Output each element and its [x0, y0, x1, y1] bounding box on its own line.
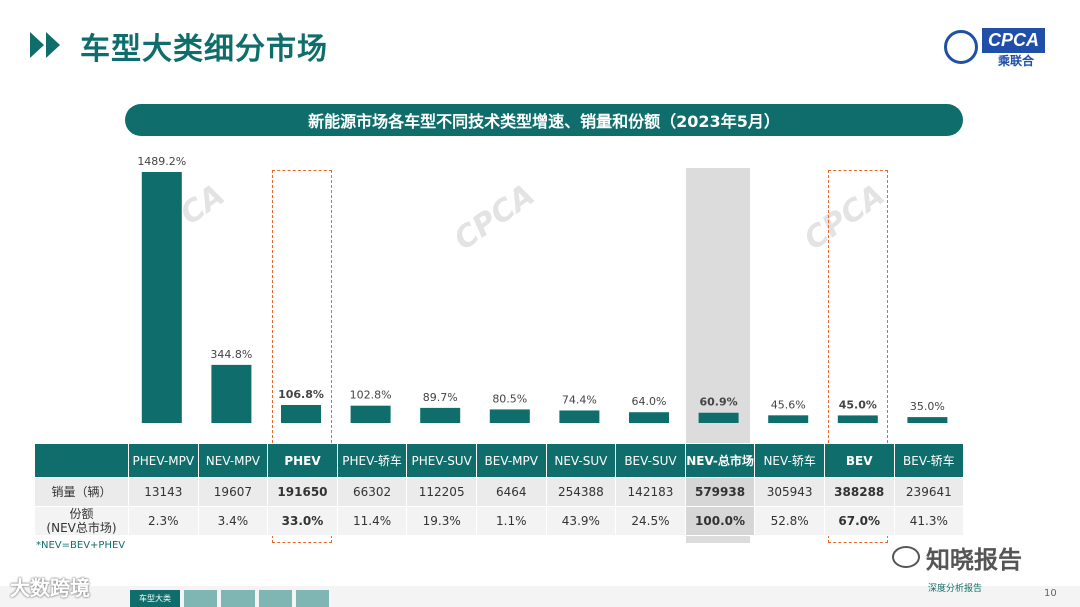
sales-cell-2: 191650	[267, 477, 338, 507]
bar-7	[629, 412, 669, 423]
chart-title-banner: 新能源市场各车型不同技术类型增速、销量和份额（2023年5月）	[125, 104, 963, 136]
data-label-0: 1489.2%	[137, 155, 186, 168]
share-cell-1: 3.4%	[197, 506, 269, 536]
data-label-1: 344.8%	[210, 348, 252, 361]
table-row-sales: 销量（辆） 13143 19607 191650 66302 112205 6464 254…	[34, 477, 965, 507]
column-header-6: NEV-SUV	[545, 443, 617, 478]
bottom-tab-0[interactable]: 车型大类	[130, 590, 180, 607]
share-cell-10: 67.0%	[823, 506, 895, 536]
share-cell-9: 52.8%	[754, 506, 825, 536]
bar-0	[141, 172, 182, 423]
data-label-8: 60.9%	[700, 396, 738, 409]
data-label-10: 45.0%	[839, 398, 877, 411]
sales-cell-1: 19607	[197, 477, 269, 507]
column-header-9: NEV-轿车	[754, 443, 825, 478]
sales-cell-10: 388288	[823, 477, 895, 507]
column-header-4: PHEV-SUV	[406, 443, 477, 478]
bar-10	[837, 415, 878, 423]
page-title: 车型大类细分市场	[80, 32, 328, 67]
slogan: 深度分析报告	[928, 584, 983, 594]
data-table: PHEV-MPV NEV-MPV PHEV PHEV-轿车 PHEV-SUV BEV-MP…	[34, 443, 965, 536]
bar-2	[281, 404, 321, 423]
bottom-tabs: 车型大类	[130, 590, 333, 607]
corner-watermark: 大数跨境	[10, 576, 90, 600]
row-label-sales: 销量（辆）	[34, 477, 129, 507]
table-corner-cell	[34, 443, 129, 478]
sales-cell-9: 305943	[754, 477, 825, 507]
bottom-tab-1[interactable]	[184, 590, 218, 607]
sales-cell-11: 239641	[893, 477, 965, 507]
sales-cell-6: 254388	[545, 477, 617, 507]
bev-highlight-box	[828, 170, 888, 543]
table-row-share: 份额 (NEV总市场) 2.3% 3.4% 33.0% 11.4% 19.3% 1.1% 4…	[34, 506, 965, 536]
bar-4	[420, 407, 461, 423]
bar-3	[350, 405, 391, 423]
share-cell-5: 1.1%	[475, 506, 547, 536]
growth-bar-chart: 1489.2% 344.8% 106.8% 102.8% 89.7% 80.5% 74.4%…	[137, 155, 948, 423]
share-cell-0: 2.3%	[128, 506, 199, 536]
column-header-5: BEV-MPV	[475, 443, 547, 478]
bar-5	[489, 409, 530, 423]
column-header-8: NEV-总市场	[684, 443, 756, 478]
column-header-1: NEV-MPV	[197, 443, 269, 478]
sales-cell-8: 579938	[684, 477, 756, 507]
bottom-tab-2[interactable]	[221, 590, 255, 607]
bar-11	[907, 417, 948, 423]
sales-cell-7: 142183	[615, 477, 686, 507]
cpca-logo-subtitle: 乘联合	[998, 54, 1035, 68]
sales-cell-4: 112205	[406, 477, 477, 507]
bar-9	[768, 415, 809, 423]
cpca-logo-icon	[944, 30, 978, 64]
share-cell-8: 100.0%	[684, 506, 756, 536]
data-label-9: 45.6%	[771, 398, 806, 411]
column-header-0: PHEV-MPV	[128, 443, 199, 478]
column-header-2: PHEV	[267, 443, 338, 478]
row-label-share: 份额 (NEV总市场)	[34, 506, 129, 536]
data-label-2: 106.8%	[278, 388, 324, 401]
sales-cell-0: 13143	[128, 477, 199, 507]
share-cell-4: 19.3%	[406, 506, 477, 536]
share-cell-2: 33.0%	[267, 506, 338, 536]
data-label-4: 89.7%	[423, 391, 458, 404]
share-cell-6: 43.9%	[545, 506, 617, 536]
bar-6	[559, 410, 600, 423]
wechat-icon	[892, 546, 920, 568]
data-label-7: 64.0%	[632, 395, 667, 408]
column-header-11: BEV-轿车	[893, 443, 965, 478]
sales-cell-3: 66302	[336, 477, 408, 507]
data-label-3: 102.8%	[350, 389, 392, 402]
share-cell-3: 11.4%	[336, 506, 408, 536]
row-label-share-line2: (NEV总市场)	[46, 521, 117, 535]
bottom-tab-4[interactable]	[295, 590, 330, 607]
share-cell-11: 41.3%	[893, 506, 965, 536]
bar-1	[211, 364, 252, 423]
footnote: *NEV=BEV+PHEV	[36, 540, 126, 551]
data-label-5: 80.5%	[492, 392, 527, 405]
column-header-10: BEV	[823, 443, 895, 478]
bar-8	[698, 412, 739, 423]
source-watermark: 知晓报告	[926, 546, 1022, 574]
row-label-share-line1: 份额	[69, 507, 94, 521]
phev-highlight-box	[272, 170, 332, 543]
column-header-7: BEV-SUV	[615, 443, 686, 478]
bottom-tab-3[interactable]	[258, 590, 292, 607]
sales-cell-5: 6464	[475, 477, 547, 507]
data-label-11: 35.0%	[910, 400, 945, 413]
page-number: 10	[1044, 588, 1057, 599]
table-header-row: PHEV-MPV NEV-MPV PHEV PHEV-轿车 PHEV-SUV BEV-MP…	[34, 443, 965, 478]
data-label-6: 74.4%	[562, 393, 597, 406]
column-header-3: PHEV-轿车	[336, 443, 408, 478]
share-cell-7: 24.5%	[615, 506, 686, 536]
title-arrows-icon	[30, 32, 62, 58]
cpca-logo-text: CPCA	[982, 28, 1046, 53]
